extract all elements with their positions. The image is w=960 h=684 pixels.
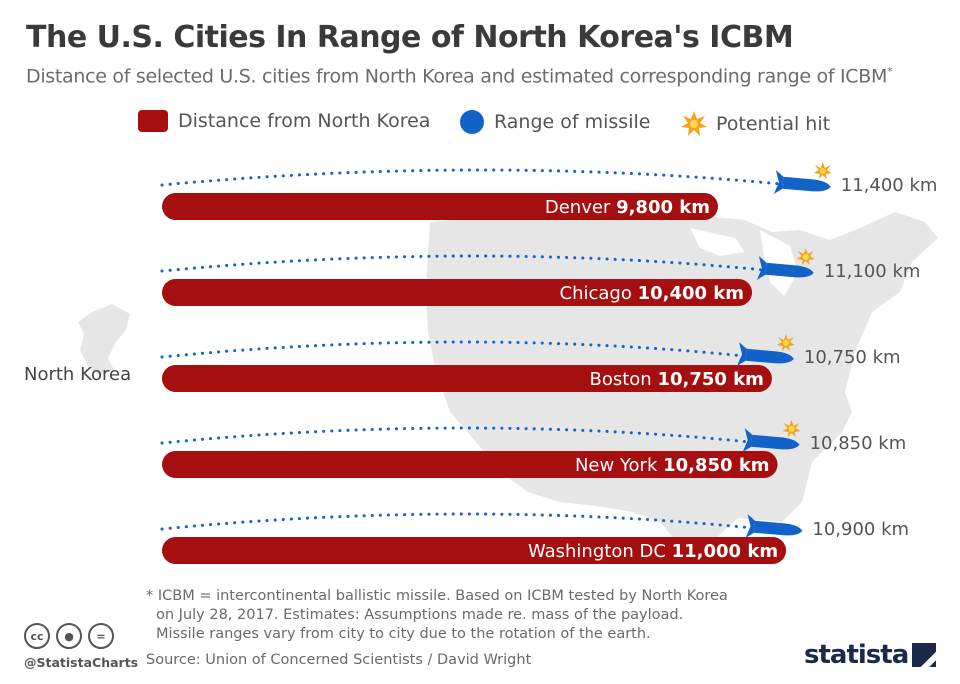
no-derivatives-icon: =	[88, 623, 114, 649]
bar-label-washington-dc: Washington DC 11,000 km	[528, 541, 778, 562]
legend-label-distance: Distance from North Korea	[178, 110, 431, 132]
city-name-washington-dc: Washington DC	[528, 541, 672, 562]
footnote-line-1: * ICBM = intercontinental ballistic miss…	[146, 588, 728, 604]
missile-icon-boston	[736, 342, 794, 366]
legend-label-hit: Potential hit	[716, 113, 831, 135]
burst-icon-denver	[813, 162, 832, 179]
distance-value-new-york: 10,850 km	[663, 455, 769, 476]
bar-chicago	[162, 279, 753, 306]
bar-new-york	[162, 451, 778, 478]
missile-icon-new-york	[742, 428, 800, 452]
legend: Distance from North Korea Range of missi…	[0, 110, 960, 138]
trajectory-washington-dc	[160, 512, 764, 531]
attribution-icon: ●	[56, 623, 82, 649]
row-denver: Denver 9,800 km 11,400 km	[160, 162, 938, 220]
range-label-chicago: 11,100 km	[824, 261, 921, 282]
trajectory-denver	[160, 168, 793, 187]
cc-icon: cc	[24, 623, 50, 649]
missile-body-chicago	[765, 262, 814, 278]
logo-wordmark: statista	[804, 640, 909, 670]
bar-label-new-york: New York 10,850 km	[575, 455, 770, 476]
city-name-boston: Boston	[589, 369, 657, 390]
legend-swatch-distance	[138, 110, 168, 132]
chart-rows: Denver 9,800 km 11,400 km Chicago 10,400 k…	[160, 162, 938, 564]
burst-icon-new-york	[782, 420, 801, 437]
row-washington-dc: Washington DC 11,000 km 10,900 km	[160, 512, 909, 564]
missile-icon-chicago	[756, 256, 814, 280]
range-label-washington-dc: 10,900 km	[812, 519, 909, 540]
range-label-new-york: 10,850 km	[810, 433, 907, 454]
legend-item-range: Range of missile	[460, 110, 650, 134]
missile-body-new-york	[751, 434, 800, 450]
burst-icon-boston	[776, 334, 795, 351]
bar-label-denver: Denver 9,800 km	[545, 197, 710, 218]
bar-washington-dc	[162, 537, 787, 564]
north-korea-silhouette	[78, 304, 130, 376]
license-icons: cc ● =	[24, 623, 114, 649]
burst-core-denver	[819, 168, 826, 174]
distance-value-denver: 9,800 km	[616, 197, 710, 218]
social-handle: @StatistaCharts	[24, 655, 139, 670]
range-label-denver: 11,400 km	[841, 175, 938, 196]
footnote-line-3: Missile ranges vary from city to city du…	[156, 626, 651, 642]
city-name-new-york: New York	[575, 455, 663, 476]
logo-mark-icon	[912, 643, 937, 667]
footnote: * ICBM = intercontinental ballistic miss…	[146, 587, 766, 644]
distance-value-washington-dc: 11,000 km	[672, 541, 778, 562]
missile-icon-denver	[773, 170, 831, 194]
legend-swatch-range	[460, 110, 484, 134]
missile-body-denver	[782, 176, 831, 192]
missile-body-boston	[745, 348, 794, 364]
trajectory-chicago	[160, 254, 776, 273]
city-name-denver: Denver	[545, 197, 616, 218]
missile-body-washington-dc	[753, 520, 803, 536]
chart-title: The U.S. Cities In Range of North Korea'…	[26, 20, 794, 55]
legend-label-range: Range of missile	[494, 111, 651, 133]
footnote-line-2: on July 28, 2017. Estimates: Assumptions…	[156, 607, 684, 623]
row-chicago: Chicago 10,400 km 11,100 km	[160, 248, 921, 306]
missile-fins-new-york	[742, 428, 753, 452]
trajectory-boston	[160, 340, 756, 359]
subtitle-text: Distance of selected U.S. cities from No…	[26, 65, 888, 88]
missile-fins-denver	[773, 170, 784, 194]
chart-subtitle: Distance of selected U.S. cities from No…	[26, 65, 893, 88]
range-label-boston: 10,750 km	[804, 347, 901, 368]
distance-value-boston: 10,750 km	[657, 369, 763, 390]
missile-icon-washington-dc	[745, 514, 803, 538]
subtitle-footnote-mark: *	[887, 65, 893, 78]
missile-fins-washington-dc	[745, 514, 756, 538]
legend-item-hit: Potential hit	[680, 110, 830, 138]
bar-boston	[162, 365, 772, 392]
source-line: Source: Union of Concerned Scientists / …	[146, 652, 532, 668]
bar-label-chicago: Chicago 10,400 km	[560, 283, 745, 304]
burst-core-new-york	[788, 426, 795, 432]
missile-fins-chicago	[756, 256, 767, 280]
bar-label-boston: Boston 10,750 km	[589, 369, 763, 390]
burst-core-boston	[782, 340, 789, 346]
origin-label: North Korea	[24, 364, 132, 385]
burst-icon-chicago	[796, 248, 815, 265]
city-name-chicago: Chicago	[560, 283, 638, 304]
bar-denver	[162, 193, 718, 220]
statista-logo: statista	[804, 640, 937, 670]
burst-core-chicago	[802, 254, 809, 260]
burst-icon	[681, 111, 707, 136]
distance-value-chicago: 10,400 km	[638, 283, 744, 304]
legend-item-distance: Distance from North Korea	[138, 110, 430, 132]
missile-fins-boston	[736, 342, 747, 366]
